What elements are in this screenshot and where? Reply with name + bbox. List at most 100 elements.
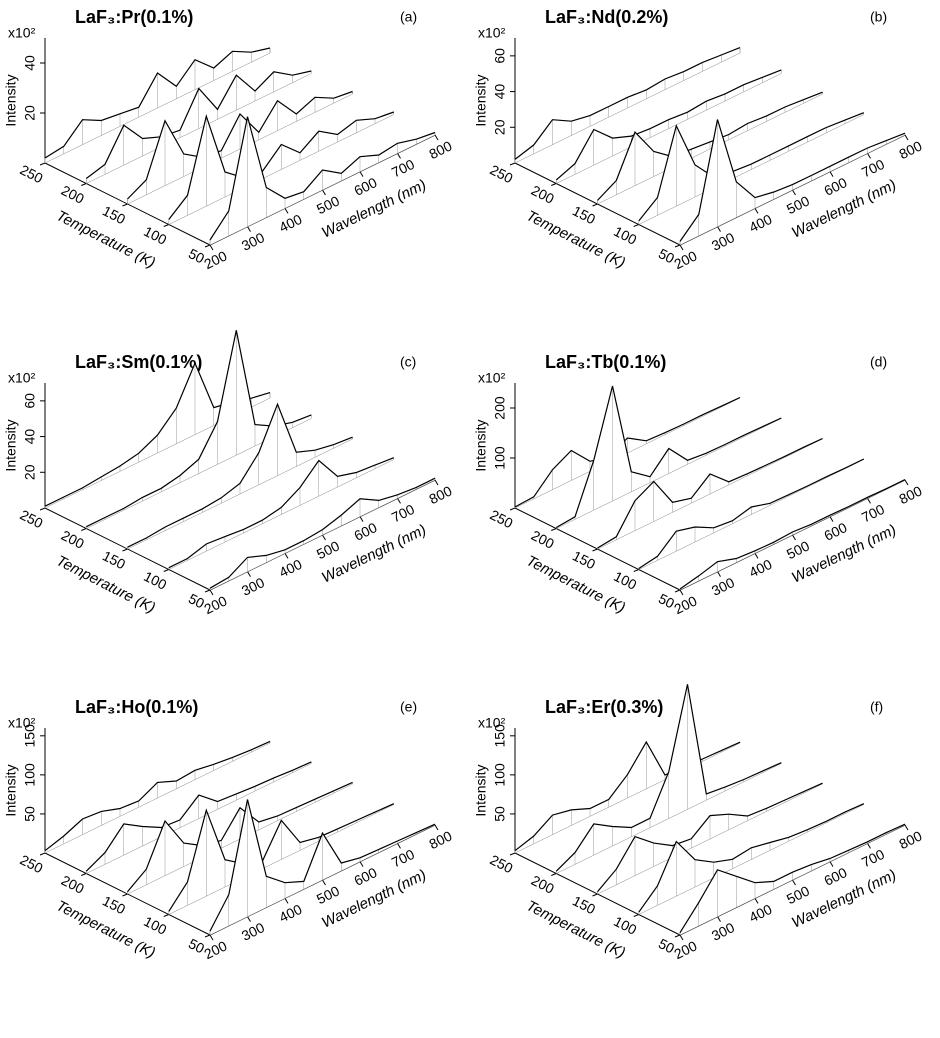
y-tick xyxy=(593,204,598,206)
row-temperature: 150 xyxy=(829,430,853,446)
y-tick xyxy=(510,853,515,855)
row-temperature: 200 xyxy=(317,64,341,80)
x-tick xyxy=(830,172,833,177)
x-tick xyxy=(360,172,363,177)
x-tick xyxy=(435,135,438,140)
panel-label: (b) xyxy=(870,9,887,25)
x-tick xyxy=(360,862,363,867)
y-tick-label: 250 xyxy=(488,851,516,876)
row-temperature: 100 xyxy=(400,450,424,466)
x-tick xyxy=(755,208,758,213)
x-tick-label: 300 xyxy=(239,229,267,254)
row-temperature: 100 xyxy=(870,450,894,466)
y-tick-label: 200 xyxy=(529,872,557,897)
z-tick-label: 50 xyxy=(22,806,38,822)
x-tick xyxy=(905,135,908,140)
y-tick xyxy=(81,184,86,186)
x-tick xyxy=(248,227,251,232)
x-tick xyxy=(680,245,683,250)
panel-label: (a) xyxy=(400,9,417,25)
multiplier: x10² xyxy=(8,370,36,386)
row-temperature: 150 xyxy=(359,430,383,446)
x-tick xyxy=(248,572,251,577)
row-temperature: 50 xyxy=(441,471,457,487)
z-tick-label: 100 xyxy=(492,763,508,787)
y-tick xyxy=(81,529,86,531)
x-tick-label: 500 xyxy=(314,537,342,562)
row-temperature: 100 xyxy=(400,105,424,121)
y-tick xyxy=(675,245,680,247)
y-tick xyxy=(675,590,680,592)
x-tick-label: 400 xyxy=(276,901,304,926)
y-tick xyxy=(510,508,515,510)
y-tick xyxy=(551,184,556,186)
x-tick xyxy=(905,480,908,485)
x-tick-label: 700 xyxy=(859,501,887,526)
x-tick xyxy=(905,825,908,830)
panel-title: LaF₃:Tb(0.1%) xyxy=(545,352,666,372)
y-tick xyxy=(634,225,639,227)
x-tick-label: 300 xyxy=(239,574,267,599)
panel-title: LaF₃:Ho(0.1%) xyxy=(75,697,198,717)
x-tick xyxy=(718,917,721,922)
panel-label: (c) xyxy=(400,354,416,370)
x-tick xyxy=(323,535,326,540)
x-tick xyxy=(398,153,401,158)
y-tick-label: 150 xyxy=(100,892,128,917)
panel-title: LaF₃:Pr(0.1%) xyxy=(75,7,193,27)
row-temperature: 200 xyxy=(787,409,811,425)
row-temperature: 50 xyxy=(911,471,927,487)
x-tick xyxy=(718,227,721,232)
x-tick xyxy=(793,190,796,195)
y-tick xyxy=(164,915,169,917)
x-tick xyxy=(793,535,796,540)
row-temperature: 50 xyxy=(441,816,457,832)
row-temperature: 250 xyxy=(276,44,300,60)
x-tick-label: 700 xyxy=(389,846,417,871)
x-tick-label: 400 xyxy=(746,901,774,926)
x-tick xyxy=(718,572,721,577)
y-tick xyxy=(81,874,86,876)
row-temperature: 250 xyxy=(276,389,300,405)
row-temperature: 250 xyxy=(276,734,300,750)
x-tick xyxy=(360,517,363,522)
x-tick-label: 700 xyxy=(859,156,887,181)
panel-label: (d) xyxy=(870,354,887,370)
x-tick-label: 400 xyxy=(276,211,304,236)
y-tick xyxy=(510,163,515,165)
x-tick xyxy=(680,935,683,940)
y-tick xyxy=(205,245,210,247)
z-tick-label: 60 xyxy=(492,48,508,64)
x-tick xyxy=(755,898,758,903)
y-tick-label: 100 xyxy=(141,913,169,938)
x-tick xyxy=(680,590,683,595)
z-axis-label: Intensity xyxy=(473,419,489,471)
z-tick-label: 20 xyxy=(492,119,508,135)
row-temperature: 100 xyxy=(870,795,894,811)
row-temperature: 150 xyxy=(829,85,853,101)
y-tick xyxy=(205,935,210,937)
x-tick-label: 300 xyxy=(239,919,267,944)
x-tick-label: 600 xyxy=(351,519,379,544)
row-temperature: 150 xyxy=(829,775,853,791)
x-tick xyxy=(248,917,251,922)
z-axis-label: Intensity xyxy=(473,764,489,816)
multiplier: x10² xyxy=(478,370,506,386)
y-tick-label: 250 xyxy=(18,851,46,876)
y-tick-label: 100 xyxy=(141,568,169,593)
panel-label: (e) xyxy=(400,699,417,715)
x-tick xyxy=(323,880,326,885)
x-tick-label: 400 xyxy=(276,556,304,581)
x-tick xyxy=(435,480,438,485)
x-tick xyxy=(398,843,401,848)
x-tick-label: 500 xyxy=(784,192,812,217)
x-tick xyxy=(830,862,833,867)
x-tick-label: 700 xyxy=(389,156,417,181)
x-tick-label: 600 xyxy=(821,519,849,544)
row-temperature: 50 xyxy=(911,126,927,142)
row-temperature: 50 xyxy=(441,126,457,142)
y-tick xyxy=(164,225,169,227)
x-tick xyxy=(830,517,833,522)
row-temperature: 250 xyxy=(746,389,770,405)
row-temperature: 150 xyxy=(359,775,383,791)
